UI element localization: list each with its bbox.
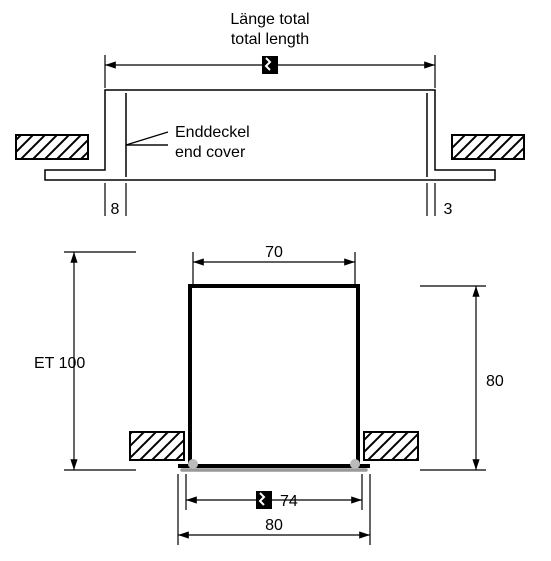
label-et100: ET 100: [34, 355, 85, 372]
label-enddeckel-1: Enddeckel: [175, 124, 250, 141]
label-enddeckel-2: end cover: [175, 144, 246, 161]
label-74: 74: [280, 493, 298, 510]
dim-8: 8: [105, 183, 126, 218]
dim-80h: 80: [420, 286, 504, 470]
top-view: [16, 90, 524, 180]
dim-70: 70: [193, 244, 355, 284]
callout-endcover: Enddeckel end cover: [126, 124, 250, 161]
dim-total-length: Länge total total length: [105, 11, 435, 88]
dim-74: 74: [186, 474, 362, 510]
label-80h: 80: [486, 373, 504, 390]
label-70: 70: [265, 244, 283, 261]
label-total-2: total length: [231, 31, 309, 48]
label-8: 8: [111, 201, 120, 218]
label-80w: 80: [265, 517, 283, 534]
label-3: 3: [444, 201, 453, 218]
section-view: [130, 286, 418, 470]
dim-80w: 80: [178, 474, 370, 545]
label-total-1: Länge total: [230, 11, 309, 28]
dim-et100: ET 100: [34, 252, 136, 470]
dim-3: 3: [427, 183, 453, 218]
